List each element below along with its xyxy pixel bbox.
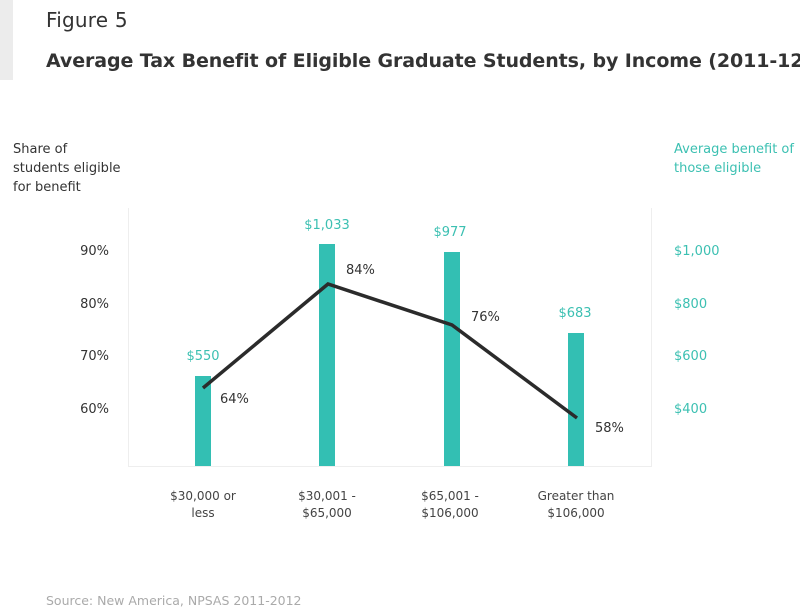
right-tick-800: $800 <box>674 297 708 312</box>
category-label-line: $30,001 - <box>298 489 356 503</box>
left-tick-80: 80% <box>80 297 109 312</box>
header-accent-bar <box>0 0 13 80</box>
category-label-line: $106,000 <box>547 506 605 520</box>
right-tick-400: $400 <box>674 402 708 417</box>
category-label-line: $30,000 or <box>170 489 236 503</box>
bar-value-label: $977 <box>433 225 466 240</box>
eligibility-share-line <box>201 282 579 420</box>
right-tick-600: $600 <box>674 349 708 364</box>
bar-65001-106000 <box>444 252 460 466</box>
bar-30000-or-less <box>195 376 211 466</box>
left-axis-title: Share of students eligible for benefit <box>13 142 121 195</box>
bar-value-label: $683 <box>558 306 591 321</box>
line-point-label: 64% <box>220 392 249 407</box>
category-label-line: $65,001 - <box>421 489 479 503</box>
category-label-greater-106000: Greater than $106,000 <box>516 488 636 522</box>
category-label-line: $65,000 <box>302 506 352 520</box>
bar-value-label: $550 <box>186 349 219 364</box>
category-label-30000-or-less: $30,000 or less <box>143 488 263 522</box>
right-axis-title: Average benefit of those eligible <box>674 142 794 176</box>
left-tick-90: 90% <box>80 244 109 259</box>
chart-title: Average Tax Benefit of Eligible Graduate… <box>46 50 800 72</box>
source-note: Source: New America, NPSAS 2011-2012 <box>46 593 302 608</box>
category-label-line: Greater than <box>537 489 615 503</box>
left-tick-60: 60% <box>80 402 109 417</box>
line-point-label: 58% <box>595 421 624 436</box>
category-label-line: $106,000 <box>421 506 479 520</box>
figure-label: Figure 5 <box>46 8 128 32</box>
category-label-30001-65000: $30,001 - $65,000 <box>267 488 387 522</box>
line-point-label: 84% <box>346 263 375 278</box>
bar-30001-65000 <box>319 244 335 466</box>
bar-value-label: $1,033 <box>304 218 350 233</box>
line-point-label: 76% <box>471 310 500 325</box>
category-label-line: less <box>191 506 215 520</box>
right-tick-1000: $1,000 <box>674 244 720 259</box>
left-tick-70: 70% <box>80 349 109 364</box>
category-label-65001-106000: $65,001 - $106,000 <box>390 488 510 522</box>
bar-greater-106000 <box>568 333 584 466</box>
